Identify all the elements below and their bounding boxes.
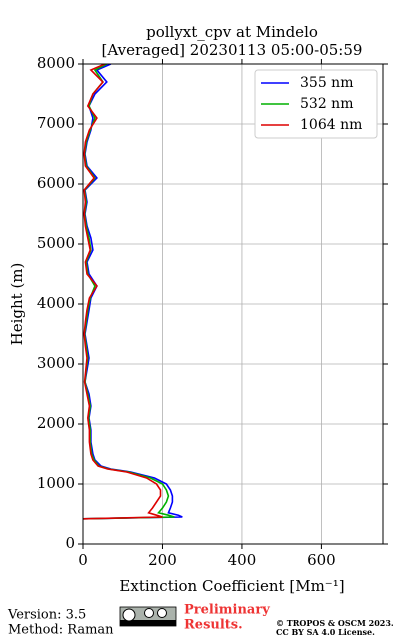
version: Version: 3.5 [7,608,86,623]
y-tick-label: 7000 [37,114,75,132]
y-tick-label: 8000 [37,54,75,72]
y-tick-label: 2000 [37,414,75,432]
preliminary-note: Results. [184,618,243,633]
x-tick-label: 400 [228,551,257,569]
plot-frame [82,63,384,545]
chart-title: pollyxt_cpv at Mindelo [146,23,318,41]
y-tick-label: 6000 [37,174,75,192]
profile-line [83,64,163,520]
legend-label: 355 nm [300,75,353,91]
legend-label: 532 nm [300,96,353,112]
chart-subtitle: [Averaged] 20230113 05:00-05:59 [102,41,363,59]
profile-line [83,64,183,520]
x-tick-label: 0 [78,551,88,569]
copyright: © TROPOS & OSCM 2023. [276,618,394,628]
cc-license-icon [119,606,177,627]
method: Method: Raman [8,623,114,638]
copyright: CC BY SA 4.0 License. [276,627,375,637]
y-tick-label: 4000 [37,294,75,312]
preliminary-note: Preliminary [184,603,270,618]
legend-box [254,69,378,139]
profile-line [83,64,175,520]
y-tick-label: 5000 [37,234,75,252]
x-axis-label: Extinction Coefficient [Mm⁻¹] [119,577,344,595]
y-axis-label: Height (m) [8,263,26,346]
y-tick-label: 3000 [37,354,75,372]
legend-label: 1064 nm [300,117,362,133]
y-tick-label: 1000 [37,474,75,492]
y-tick-label: 0 [65,534,75,552]
x-tick-label: 600 [307,551,336,569]
x-tick-label: 200 [148,551,177,569]
